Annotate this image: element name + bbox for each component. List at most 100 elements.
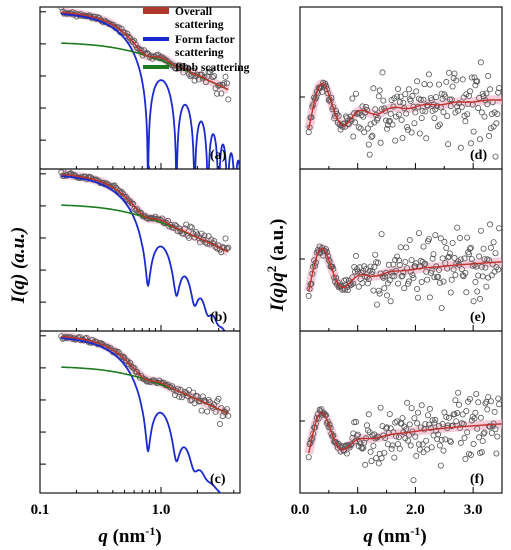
panel-label: (f): [470, 472, 484, 487]
data-point: [473, 390, 480, 397]
data-point: [352, 418, 359, 425]
data-point: [216, 420, 223, 427]
data-point: [462, 455, 469, 462]
plot-area: [58, 7, 240, 169]
data-point: [434, 435, 441, 442]
data-point: [462, 118, 469, 125]
data-point: [418, 402, 425, 409]
panel-d: (d): [299, 6, 503, 170]
data-point: [124, 358, 131, 365]
data-point: [128, 37, 135, 44]
data-point: [316, 243, 323, 250]
data-point: [467, 140, 474, 147]
overall-fit-line: [308, 412, 502, 454]
plot-area: [58, 332, 232, 493]
data-point: [479, 273, 486, 280]
data-point: [369, 132, 376, 139]
data-point: [407, 97, 414, 104]
data-point: [356, 439, 363, 446]
data-point: [495, 266, 502, 273]
data-point: [388, 445, 395, 452]
data-point: [475, 105, 482, 112]
data-point: [400, 99, 407, 106]
data-point: [479, 437, 486, 444]
data-point: [482, 264, 489, 271]
data-point: [463, 289, 470, 296]
data-point: [443, 244, 450, 251]
plot-area: [58, 169, 232, 331]
data-point: [495, 395, 502, 402]
data-point: [486, 86, 493, 93]
legend-label-form-2: scattering: [175, 47, 224, 59]
data-point: [447, 289, 454, 296]
data-point: [185, 234, 192, 241]
data-point: [416, 446, 423, 453]
data-point: [493, 120, 500, 127]
data-point: [380, 274, 387, 281]
data-point: [381, 285, 388, 292]
data-point: [378, 231, 385, 238]
data-point: [408, 129, 415, 136]
data-point: [448, 276, 455, 283]
data-point: [404, 399, 411, 406]
data-point: [455, 107, 462, 114]
data-point: [496, 225, 502, 232]
data-point: [395, 434, 402, 441]
data-point: [479, 90, 486, 97]
data-point: [475, 272, 482, 279]
data-point: [364, 280, 371, 287]
data-point: [442, 93, 449, 100]
data-point: [403, 244, 410, 251]
data-point: [384, 280, 391, 287]
data-point: [495, 89, 502, 96]
data-point: [423, 437, 430, 444]
data-point: [410, 477, 417, 484]
data-point: [477, 227, 484, 234]
data-point: [460, 273, 467, 280]
data-point: [430, 432, 437, 439]
data-point: [363, 103, 370, 110]
data-point: [365, 276, 372, 283]
data-point: [394, 280, 401, 287]
legend-swatch-blob: [143, 65, 169, 69]
data-point: [418, 278, 425, 285]
data-point: [451, 254, 458, 261]
data-point: [464, 111, 471, 118]
data-point: [484, 101, 491, 108]
data-point: [445, 69, 452, 76]
data-point: [412, 109, 419, 116]
data-point: [408, 405, 415, 412]
data-point: [305, 129, 312, 136]
data-point: [437, 235, 444, 242]
data-point: [452, 271, 459, 278]
data-point: [458, 266, 465, 273]
data-point: [476, 253, 483, 260]
data-point: [365, 141, 372, 148]
data-point: [390, 103, 397, 110]
data-point: [387, 110, 394, 117]
data-point: [424, 276, 431, 283]
data-point: [387, 298, 394, 305]
data-point: [402, 91, 409, 98]
data-point: [391, 273, 398, 280]
data-point: [352, 119, 359, 126]
data-point: [451, 70, 458, 77]
data-point: [471, 415, 478, 422]
data-point: [364, 125, 371, 132]
data-point: [481, 256, 488, 263]
data-point: [484, 406, 491, 413]
data-point: [364, 427, 371, 434]
data-point: [422, 420, 429, 427]
data-point: [221, 80, 228, 87]
data-point: [111, 347, 118, 354]
data-point: [447, 438, 454, 445]
data-point: [491, 408, 498, 415]
data-point: [487, 244, 494, 251]
data-point: [455, 100, 462, 107]
data-point: [402, 258, 409, 265]
panel-a: (a): [39, 6, 241, 170]
data-point: [389, 442, 396, 449]
data-point: [486, 423, 493, 430]
data-point: [421, 81, 428, 88]
data-point: [359, 103, 366, 110]
